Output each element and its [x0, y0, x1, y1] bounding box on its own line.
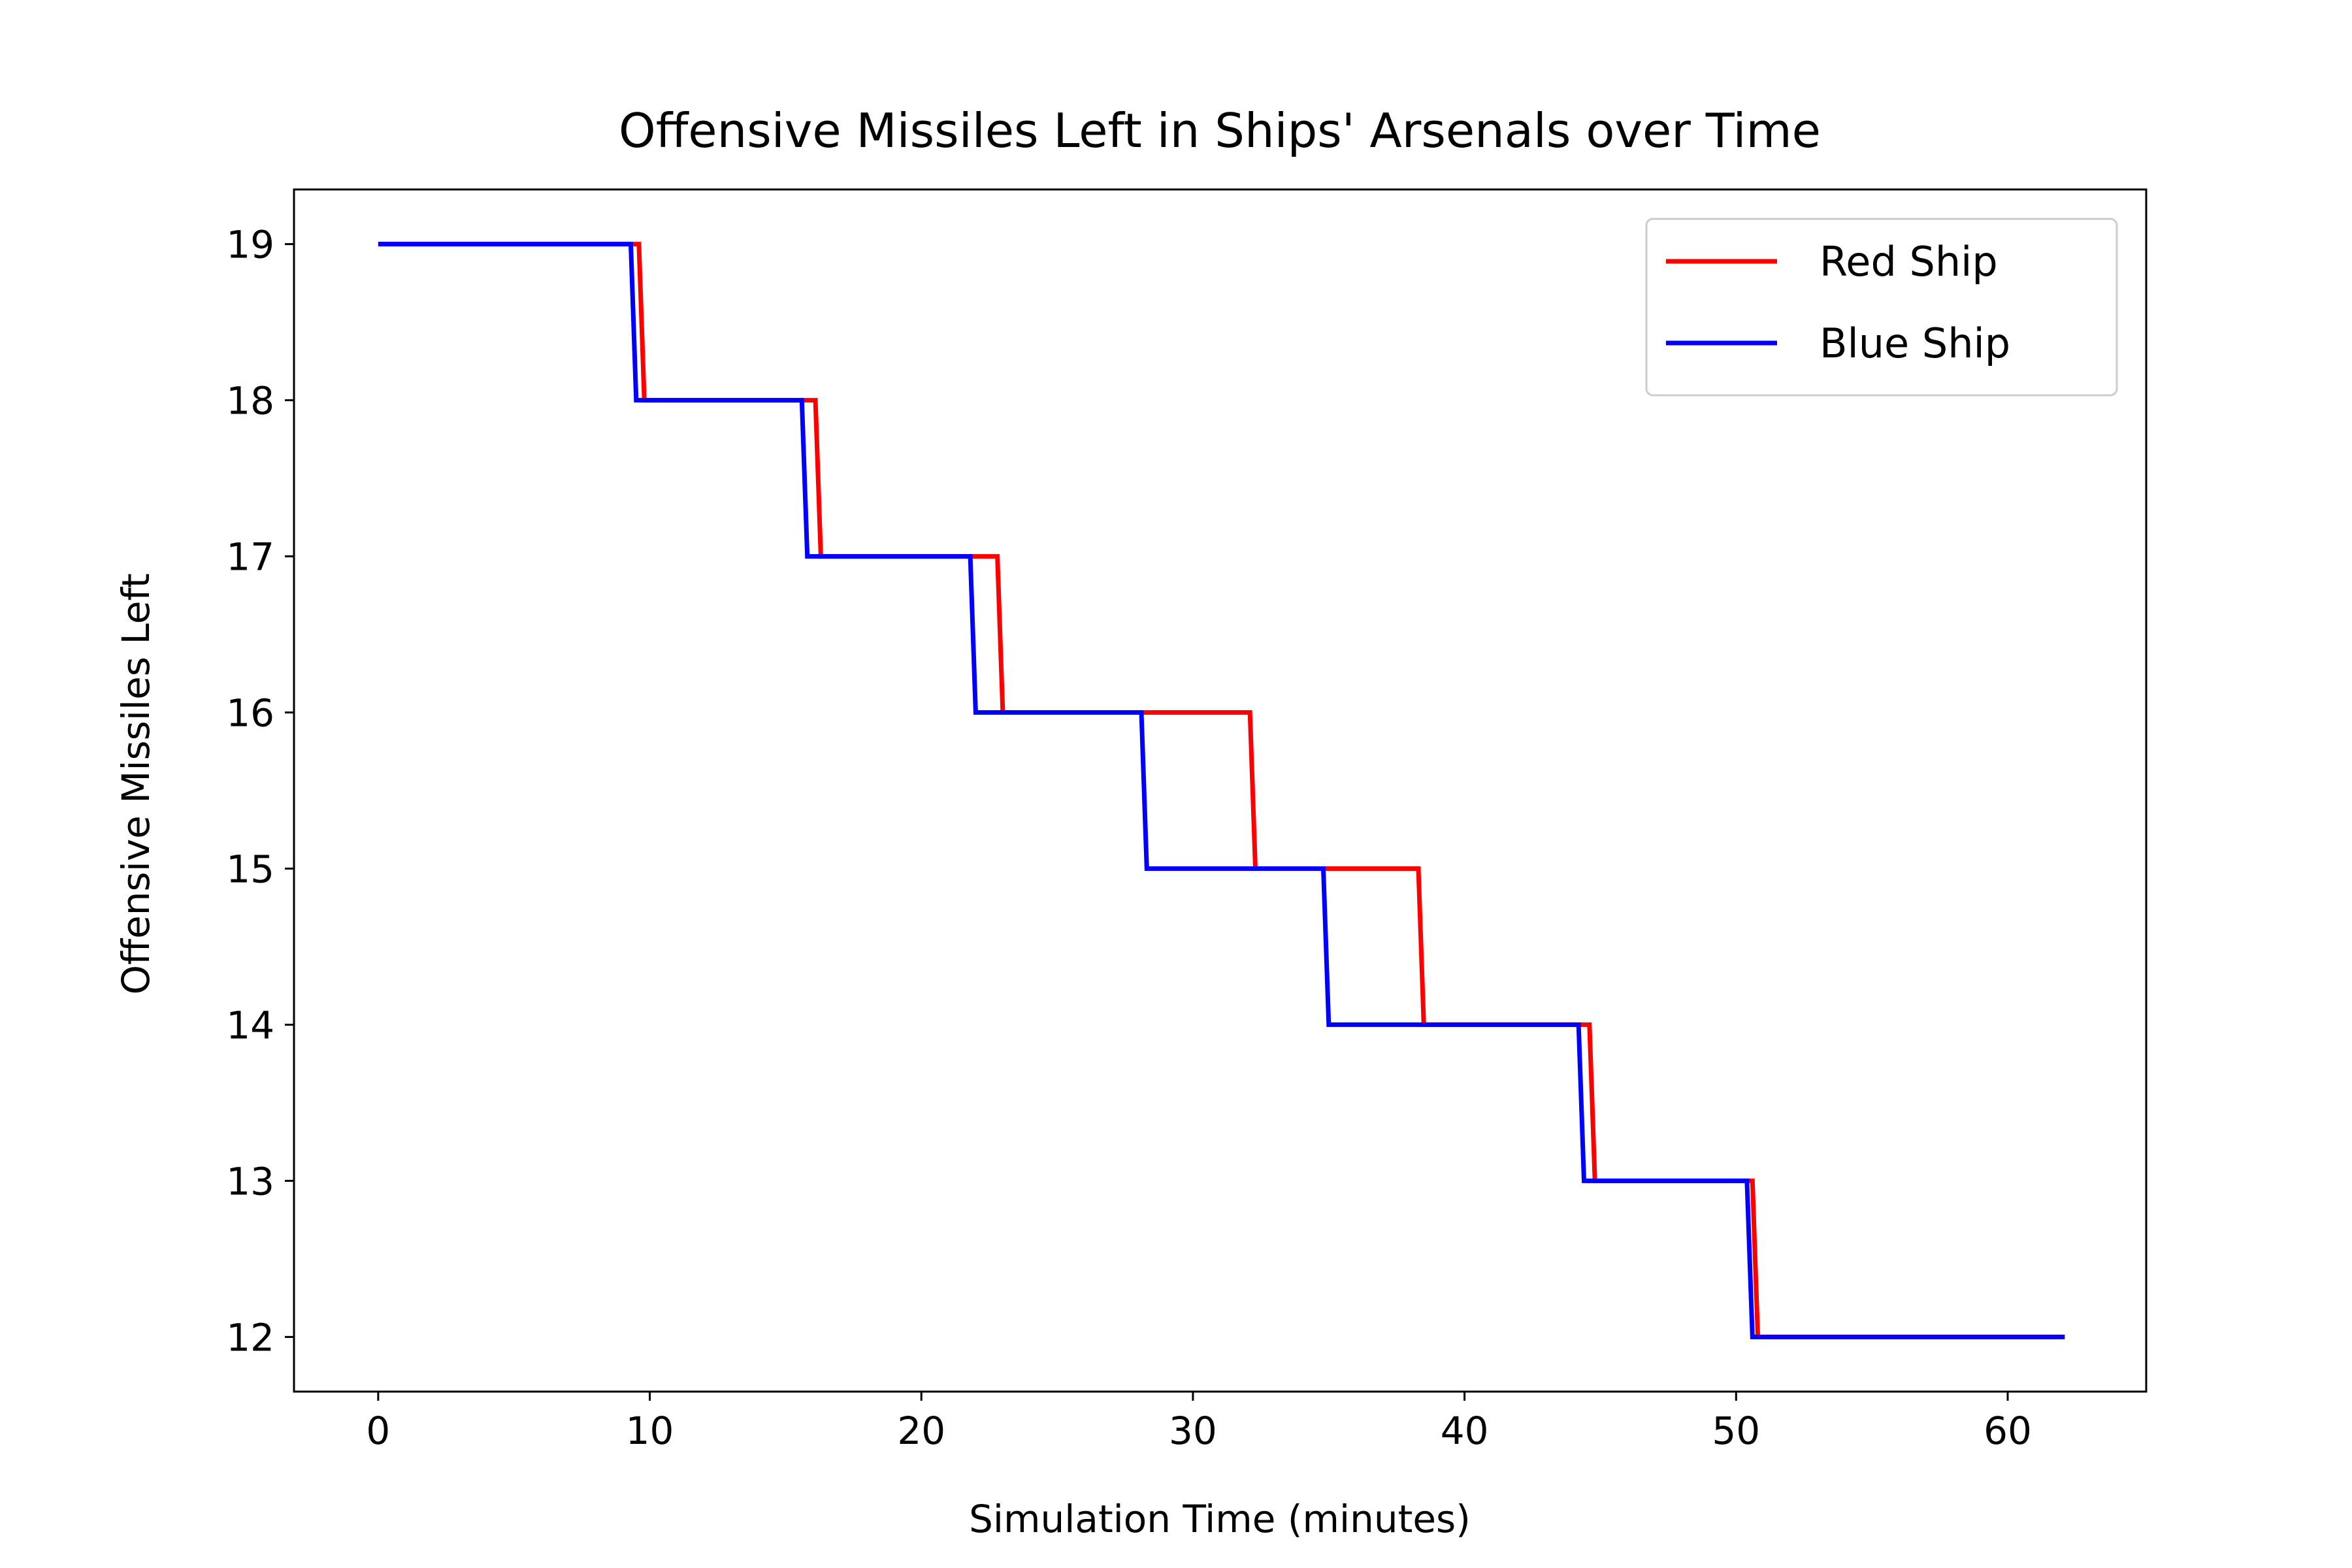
y-tick-label: 16	[226, 691, 274, 736]
y-tick-label: 15	[226, 847, 274, 891]
x-tick-label: 0	[366, 1409, 390, 1453]
x-tick-label: 40	[1441, 1409, 1489, 1453]
y-tick-label: 17	[226, 535, 274, 580]
legend: Red Ship Blue Ship	[1645, 218, 2118, 397]
x-tick-label: 30	[1169, 1409, 1217, 1453]
legend-label-red-ship: Red Ship	[1820, 238, 1998, 286]
y-tick-label: 12	[226, 1315, 274, 1360]
x-axis-label: Simulation Time (minutes)	[969, 1497, 1471, 1541]
chart-title: Offensive Missiles Left in Ships' Arsena…	[619, 103, 1821, 158]
x-axis: 0 10 20 30 40 50 60	[366, 1392, 2032, 1453]
y-tick-label: 19	[226, 223, 274, 267]
y-tick-label: 14	[226, 1003, 274, 1047]
plot-area	[293, 188, 2148, 1393]
legend-label-blue-ship: Blue Ship	[1820, 319, 2010, 367]
plot-frame	[293, 188, 2148, 1393]
x-tick-label: 50	[1712, 1409, 1760, 1453]
y-tick-label: 18	[226, 379, 274, 423]
x-tick-label: 60	[1984, 1409, 2032, 1453]
x-tick-label: 10	[626, 1409, 674, 1453]
y-tick-label: 13	[226, 1159, 274, 1203]
x-tick-label: 20	[897, 1409, 945, 1453]
y-axis: 12 13 14 15 16 17 18 19	[226, 223, 294, 1360]
series-line-blue-ship	[378, 242, 2065, 1339]
y-axis-label: Offensive Missiles Left	[114, 573, 158, 994]
